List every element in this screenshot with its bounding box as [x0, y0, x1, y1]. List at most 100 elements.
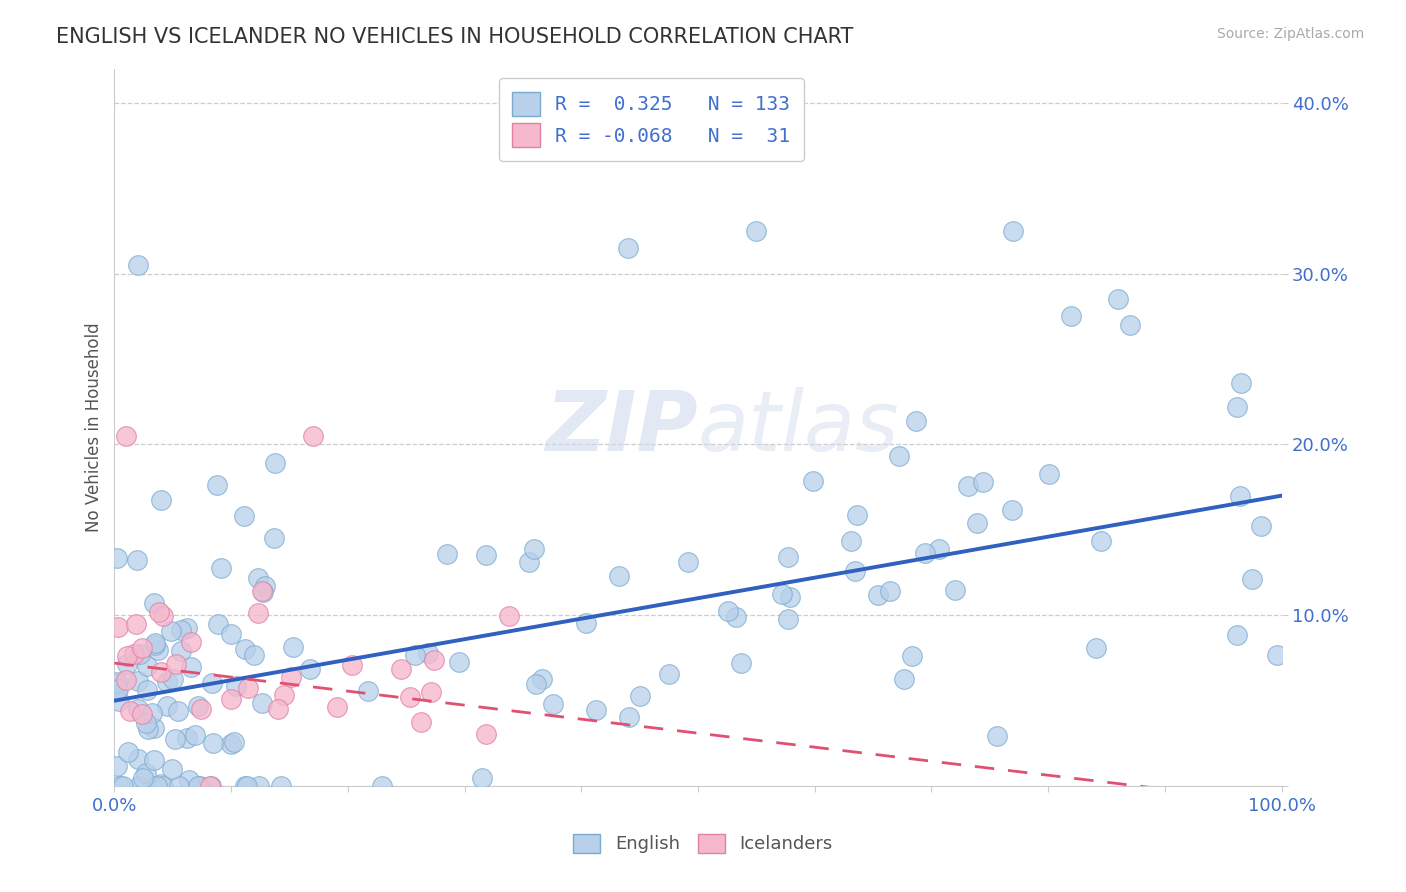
Point	[420, 685, 443, 699]
Point	[524, 677, 547, 691]
Point	[371, 779, 394, 793]
Point	[127, 258, 149, 272]
Point	[207, 616, 229, 631]
Point	[280, 670, 302, 684]
Point	[436, 547, 458, 561]
Point	[1090, 533, 1112, 548]
Point	[523, 542, 546, 557]
Point	[188, 779, 211, 793]
Point	[1060, 310, 1083, 324]
Point	[149, 777, 172, 791]
Point	[914, 546, 936, 560]
Point	[176, 731, 198, 745]
Point	[243, 648, 266, 663]
Point	[146, 642, 169, 657]
Point	[202, 737, 225, 751]
Point	[108, 779, 131, 793]
Point	[118, 704, 141, 718]
Point	[423, 652, 446, 666]
Point	[905, 414, 928, 428]
Point	[233, 508, 256, 523]
Point	[246, 571, 269, 585]
Point	[717, 604, 740, 618]
Point	[254, 579, 277, 593]
Point	[219, 691, 242, 706]
Point	[180, 660, 202, 674]
Point	[301, 429, 323, 443]
Point	[264, 457, 287, 471]
Point	[131, 707, 153, 722]
Point	[770, 587, 793, 601]
Point	[114, 673, 136, 687]
Point	[541, 697, 564, 711]
Point	[135, 682, 157, 697]
Text: Source: ZipAtlas.com: Source: ZipAtlas.com	[1216, 27, 1364, 41]
Point	[607, 569, 630, 583]
Point	[498, 608, 520, 623]
Point	[187, 699, 209, 714]
Point	[143, 596, 166, 610]
Point	[162, 672, 184, 686]
Point	[585, 703, 607, 717]
Point	[105, 550, 128, 565]
Point	[143, 753, 166, 767]
Point	[180, 635, 202, 649]
Point	[1119, 318, 1142, 332]
Point	[475, 548, 498, 562]
Point	[155, 674, 177, 689]
Point	[801, 474, 824, 488]
Point	[357, 683, 380, 698]
Point	[972, 475, 994, 489]
Point	[135, 716, 157, 731]
Point	[411, 715, 433, 730]
Point	[105, 676, 128, 690]
Point	[149, 665, 172, 680]
Point	[928, 541, 950, 556]
Point	[163, 731, 186, 746]
Point	[128, 779, 150, 793]
Point	[447, 655, 470, 669]
Point	[135, 765, 157, 780]
Text: ENGLISH VS ICELANDER NO VEHICLES IN HOUSEHOLD CORRELATION CHART: ENGLISH VS ICELANDER NO VEHICLES IN HOUS…	[56, 27, 853, 46]
Legend: R =  0.325   N = 133, R = -0.068   N =  31: R = 0.325 N = 133, R = -0.068 N = 31	[499, 78, 804, 161]
Point	[235, 779, 257, 793]
Point	[957, 479, 980, 493]
Point	[127, 673, 149, 688]
Point	[117, 649, 139, 664]
Point	[866, 588, 889, 602]
Point	[107, 682, 129, 697]
Point	[986, 729, 1008, 743]
Point	[117, 745, 139, 759]
Point	[141, 706, 163, 721]
Point	[205, 477, 228, 491]
Point	[143, 636, 166, 650]
Point	[115, 429, 138, 443]
Point	[224, 735, 246, 749]
Point	[678, 556, 700, 570]
Point	[901, 648, 924, 663]
Point	[127, 552, 149, 566]
Point	[1001, 502, 1024, 516]
Point	[846, 508, 869, 522]
Point	[252, 696, 274, 710]
Point	[152, 779, 174, 793]
Point	[745, 224, 768, 238]
Point	[221, 738, 243, 752]
Point	[247, 779, 270, 793]
Point	[176, 621, 198, 635]
Legend: English, Icelanders: English, Icelanders	[567, 826, 839, 861]
Y-axis label: No Vehicles in Household: No Vehicles in Household	[86, 323, 103, 533]
Point	[145, 779, 167, 793]
Point	[1226, 627, 1249, 641]
Point	[779, 590, 801, 604]
Point	[1226, 400, 1249, 414]
Point	[142, 779, 165, 793]
Point	[200, 779, 222, 793]
Point	[132, 771, 155, 785]
Point	[201, 675, 224, 690]
Point	[273, 689, 295, 703]
Point	[198, 779, 221, 793]
Point	[108, 693, 131, 707]
Point	[107, 674, 129, 689]
Point	[617, 241, 640, 255]
